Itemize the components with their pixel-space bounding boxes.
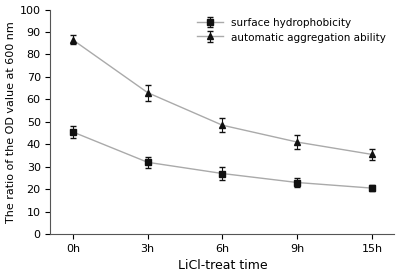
Y-axis label: The ratio of the OD value at 600 nm: The ratio of the OD value at 600 nm bbox=[6, 21, 16, 223]
Legend: surface hydrophobicity, automatic aggregation ability: surface hydrophobicity, automatic aggreg… bbox=[194, 15, 389, 46]
X-axis label: LiCl-treat time: LiCl-treat time bbox=[178, 259, 267, 272]
